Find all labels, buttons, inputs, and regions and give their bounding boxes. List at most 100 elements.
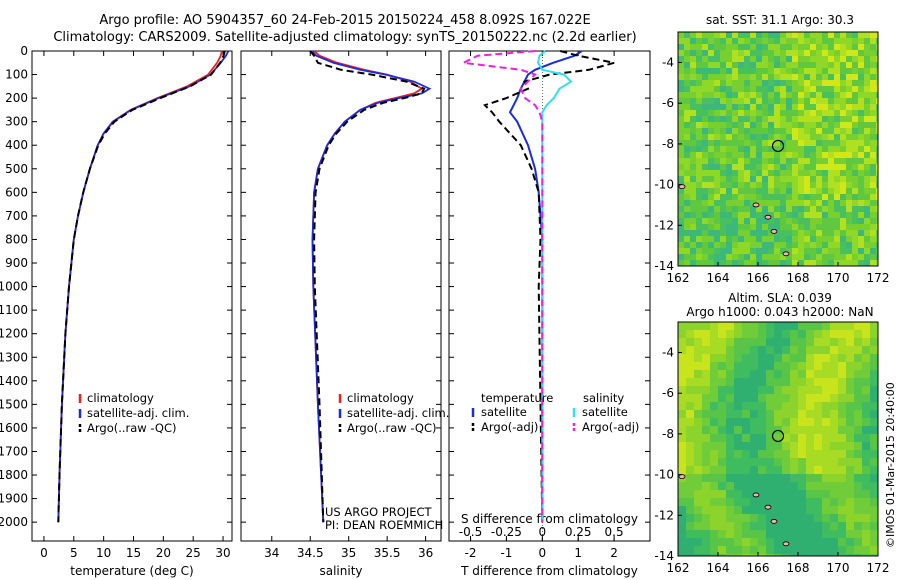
map-cell — [702, 230, 708, 236]
map-cell — [702, 498, 710, 506]
map-cell — [690, 122, 696, 128]
y-tick-label: 1800 — [0, 468, 28, 482]
map-cell — [738, 44, 744, 50]
map-cell — [718, 322, 726, 330]
map-cell — [718, 338, 726, 346]
map-cell — [798, 474, 806, 482]
map-cell — [846, 426, 854, 434]
map-cell — [804, 188, 810, 194]
map-cell — [840, 188, 846, 194]
map-cell — [744, 218, 750, 224]
map-cell — [822, 522, 830, 530]
map-cell — [792, 164, 798, 170]
map-cell — [758, 394, 766, 402]
map-cell — [854, 378, 862, 386]
map-cell — [870, 522, 878, 530]
map-cell — [732, 50, 738, 56]
map-cell — [708, 50, 714, 56]
map-cell — [870, 554, 878, 556]
map-cell — [846, 378, 854, 386]
map-cell — [694, 402, 702, 410]
s-tick-label: 0.25 — [565, 525, 592, 539]
map-cell — [768, 188, 774, 194]
map-cell — [678, 410, 686, 418]
map-cell — [762, 164, 768, 170]
map-cell — [696, 224, 702, 230]
map-cell — [780, 164, 786, 170]
map-cell — [696, 92, 702, 98]
map-cell — [750, 354, 758, 362]
map-cell — [870, 92, 876, 98]
map-cell — [854, 546, 862, 554]
map-cell — [814, 538, 822, 546]
map-cell — [782, 482, 790, 490]
map-cell — [758, 330, 766, 338]
map-cell — [714, 74, 720, 80]
diff-series-line — [536, 50, 573, 523]
map-cell — [846, 122, 852, 128]
map-cell — [708, 62, 714, 68]
map-cell — [758, 514, 766, 522]
map-cell — [702, 260, 708, 266]
map-cell — [876, 146, 878, 152]
map-cell — [876, 260, 878, 266]
map-cell — [726, 212, 732, 218]
map-cell — [804, 260, 810, 266]
map-cell — [814, 450, 822, 458]
map-cell — [758, 450, 766, 458]
map-cell — [714, 110, 720, 116]
map-cell — [804, 110, 810, 116]
map-cell — [744, 230, 750, 236]
map-cell — [762, 98, 768, 104]
map-cell — [768, 242, 774, 248]
map-cell — [862, 322, 870, 330]
x-tick-label: 170 — [827, 271, 850, 285]
map-cell — [846, 346, 854, 354]
map-cell — [876, 86, 878, 92]
map-cell — [798, 116, 804, 122]
map-cell — [782, 394, 790, 402]
map-cell — [838, 394, 846, 402]
x-tick-label: 20 — [156, 546, 171, 560]
map-cell — [718, 466, 726, 474]
map-cell — [756, 188, 762, 194]
map-cell — [852, 188, 858, 194]
map-cell — [702, 182, 708, 188]
map-cell — [726, 410, 734, 418]
map-cell — [782, 378, 790, 386]
map-cell — [846, 514, 854, 522]
map-cell — [806, 482, 814, 490]
map-cell — [734, 394, 742, 402]
map-cell — [702, 218, 708, 224]
map-cell — [870, 378, 878, 386]
map-cell — [806, 498, 814, 506]
map-cell — [798, 546, 806, 554]
map-cell — [840, 80, 846, 86]
map-cell — [758, 370, 766, 378]
map-cell — [694, 338, 702, 346]
map-cell — [798, 522, 806, 530]
map-cell — [870, 98, 876, 104]
map-cell — [742, 482, 750, 490]
map-cell — [870, 152, 876, 158]
map-cell — [846, 194, 852, 200]
map-cell — [816, 86, 822, 92]
map-cell — [756, 110, 762, 116]
map-cell — [830, 530, 838, 538]
map-cell — [750, 458, 758, 466]
map-cell — [786, 38, 792, 44]
map-cell — [694, 386, 702, 394]
map-cell — [852, 242, 858, 248]
map-cell — [758, 554, 766, 556]
map-cell — [714, 170, 720, 176]
map-cell — [762, 140, 768, 146]
map-cell — [858, 200, 864, 206]
map-cell — [786, 152, 792, 158]
map-cell — [846, 158, 852, 164]
map-cell — [828, 242, 834, 248]
map-cell — [774, 188, 780, 194]
map-cell — [830, 554, 838, 556]
map-cell — [782, 386, 790, 394]
map-cell — [862, 346, 870, 354]
map-cell — [790, 370, 798, 378]
